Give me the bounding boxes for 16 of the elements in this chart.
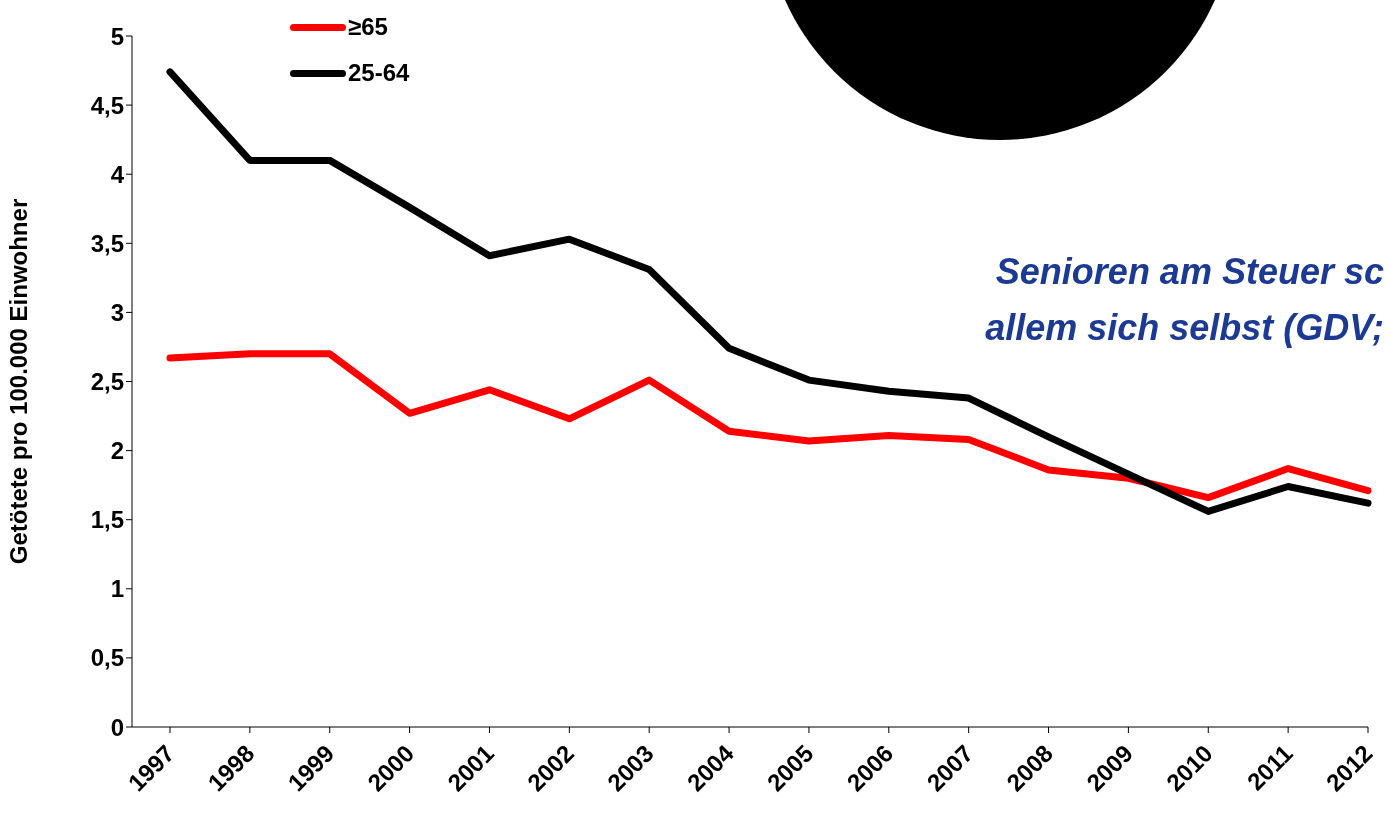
y-axis-title: Getötete pro 100.000 Einwohner: [4, 198, 32, 565]
annotation: allem sich selbst (GDV;: [985, 306, 1384, 350]
y-tick-label: 2,5: [90, 368, 124, 396]
y-tick-label: 0,5: [90, 644, 124, 672]
y-tick-label: 2: [110, 437, 124, 465]
y-tick-label: 3,5: [90, 229, 124, 257]
annotation: Senioren am Steuer sc: [994, 250, 1384, 294]
y-tick-label: 0: [110, 713, 124, 741]
y-tick-label: 1: [110, 575, 124, 603]
y-tick-label: 5: [110, 22, 124, 50]
y-tick-label: 3: [110, 298, 124, 326]
y-tick-label: 4,5: [90, 91, 124, 119]
y-tick-label: 1,5: [90, 506, 124, 534]
legend-label: ≥65: [348, 13, 388, 41]
legend-label: 25-64: [348, 59, 410, 87]
y-tick-label: 4: [110, 160, 125, 188]
